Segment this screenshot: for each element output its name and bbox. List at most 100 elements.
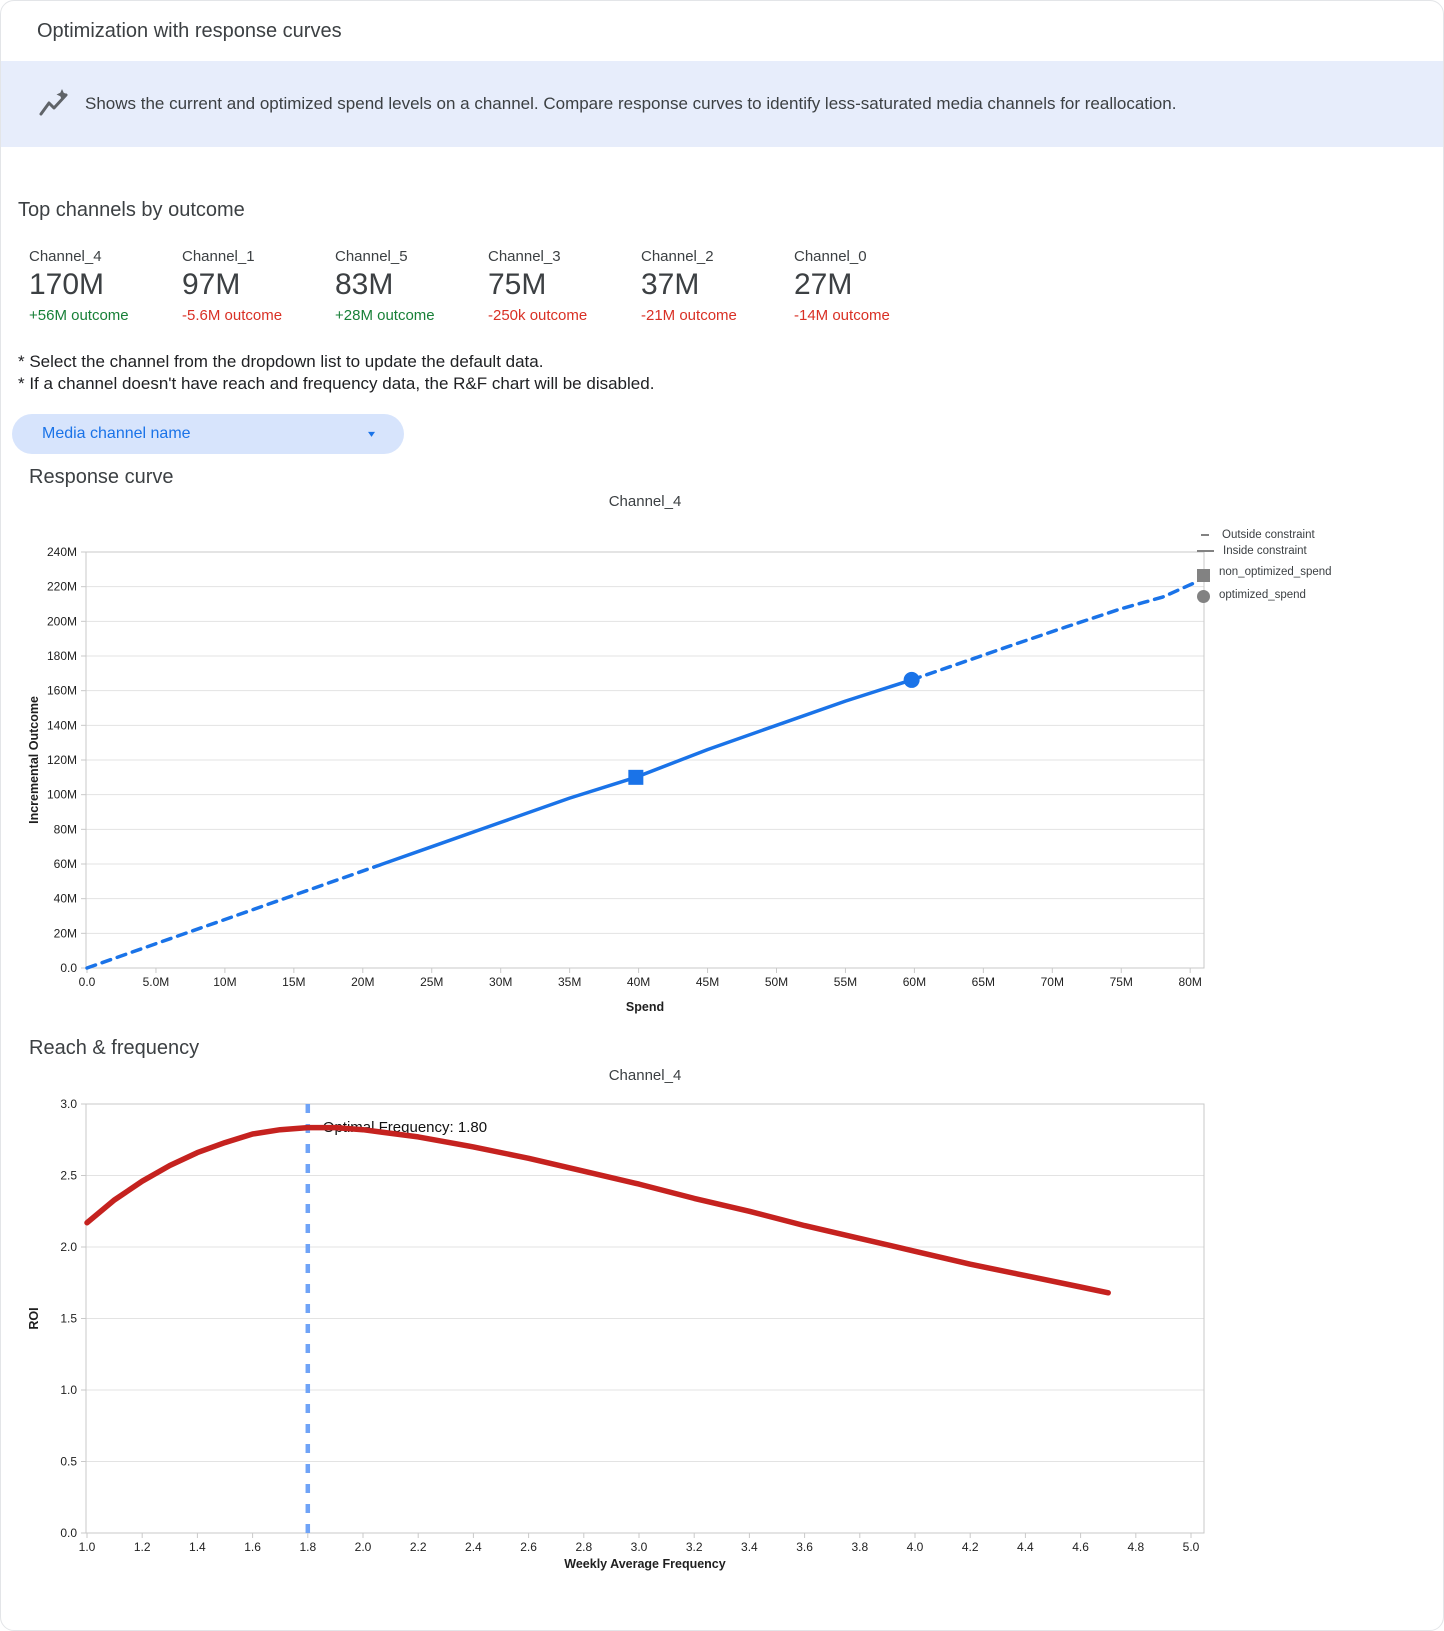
channel-value: 97M	[182, 268, 241, 301]
svg-text:60M: 60M	[903, 975, 926, 989]
svg-text:60M: 60M	[54, 857, 77, 871]
legend-label: Inside constraint	[1223, 545, 1307, 557]
svg-text:1.0: 1.0	[79, 1540, 96, 1554]
svg-text:4.2: 4.2	[962, 1540, 979, 1554]
svg-text:4.4: 4.4	[1017, 1540, 1034, 1554]
legend-item: optimized_spend	[1197, 586, 1427, 603]
svg-text:2.4: 2.4	[465, 1540, 482, 1554]
svg-text:35M: 35M	[558, 975, 581, 989]
svg-text:0.0: 0.0	[79, 975, 96, 989]
svg-text:15M: 15M	[282, 975, 305, 989]
svg-text:2.2: 2.2	[410, 1540, 427, 1554]
svg-text:120M: 120M	[47, 753, 77, 767]
svg-text:70M: 70M	[1041, 975, 1064, 989]
channel-outcome: -5.6M outcome	[182, 307, 283, 324]
svg-text:20M: 20M	[54, 926, 77, 940]
svg-text:1.0: 1.0	[60, 1383, 77, 1397]
svg-text:1.2: 1.2	[134, 1540, 151, 1554]
svg-text:5.0M: 5.0M	[143, 975, 170, 989]
svg-text:4.8: 4.8	[1127, 1540, 1144, 1554]
legend-item: Inside constraint	[1197, 545, 1427, 557]
chart-legend: Outside constraint Inside constraint non…	[1197, 529, 1427, 607]
svg-text:220M: 220M	[47, 580, 77, 594]
channel-card: Channel_5 83M +28M outcome	[335, 248, 488, 324]
svg-text:3.0: 3.0	[631, 1540, 648, 1554]
svg-text:40M: 40M	[627, 975, 650, 989]
channel-card: Channel_0 27M -14M outcome	[794, 248, 947, 324]
reach-frequency-chart: 0.0 0.5 1.0 1.5 2.0 2.5 3.0 1.0 1.2 1.4 1.6 1.8 2.0 2…	[27, 1067, 1205, 1571]
channel-value: 170M	[29, 268, 105, 301]
channel-name: Channel_3	[488, 248, 561, 265]
svg-text:10M: 10M	[213, 975, 236, 989]
channel-name: Channel_5	[335, 248, 408, 265]
titlebar: Optimization with response curves	[1, 1, 1443, 61]
svg-text:3.2: 3.2	[686, 1540, 703, 1554]
svg-text:0.0: 0.0	[60, 1526, 77, 1540]
legend-item: Outside constraint	[1197, 529, 1427, 541]
dropdown-label: Media channel name	[42, 425, 191, 442]
top-channels-heading: Top channels by outcome	[18, 199, 245, 221]
dashed-line-icon	[1201, 534, 1209, 536]
svg-text:2.6: 2.6	[520, 1540, 537, 1554]
svg-text:20M: 20M	[351, 975, 374, 989]
svg-text:100M: 100M	[47, 788, 77, 802]
svg-text:ROI: ROI	[27, 1307, 41, 1329]
svg-text:40M: 40M	[54, 892, 77, 906]
svg-text:3.8: 3.8	[851, 1540, 868, 1554]
svg-text:200M: 200M	[47, 614, 77, 628]
channel-card: Channel_3 75M -250k outcome	[488, 248, 641, 324]
svg-text:Channel_4: Channel_4	[609, 1067, 682, 1084]
svg-text:Weekly Average Frequency: Weekly Average Frequency	[564, 1557, 725, 1571]
footnote-2: * If a channel doesn't have reach and fr…	[18, 374, 655, 393]
svg-text:3.0: 3.0	[60, 1097, 77, 1111]
svg-text:25M: 25M	[420, 975, 443, 989]
svg-text:2.5: 2.5	[60, 1169, 77, 1183]
svg-text:4.0: 4.0	[907, 1540, 924, 1554]
reach-frequency-heading: Reach & frequency	[29, 1037, 200, 1059]
channel-outcome: -14M outcome	[794, 307, 890, 324]
banner-text: Shows the current and optimized spend le…	[85, 94, 1177, 113]
channel-outcome: +56M outcome	[29, 307, 129, 324]
footnotes: * Select the channel from the dropdown l…	[18, 351, 1443, 395]
channel-outcome: -250k outcome	[488, 307, 588, 324]
solid-line-icon	[1197, 550, 1214, 552]
channel-value: 27M	[794, 268, 853, 301]
svg-text:0.5: 0.5	[60, 1455, 77, 1469]
channel-card: Channel_1 97M -5.6M outcome	[182, 248, 335, 324]
circle-marker-icon	[1197, 590, 1210, 603]
footnote-1: * Select the channel from the dropdown l…	[18, 352, 544, 371]
channel-name: Channel_2	[641, 248, 714, 265]
svg-text:80M: 80M	[54, 822, 77, 836]
svg-text:180M: 180M	[47, 649, 77, 663]
svg-text:1.8: 1.8	[299, 1540, 316, 1554]
svg-text:Spend: Spend	[626, 1000, 664, 1014]
svg-text:3.4: 3.4	[741, 1540, 758, 1554]
svg-text:50M: 50M	[765, 975, 788, 989]
channel-value: 37M	[641, 268, 700, 301]
svg-text:1.4: 1.4	[189, 1540, 206, 1554]
svg-text:65M: 65M	[972, 975, 995, 989]
page-title: Optimization with response curves	[37, 19, 342, 42]
legend-label: optimized_spend	[1219, 588, 1306, 601]
response-curve-chart: 0.0 20M 40M 60M 80M 100M 120M 140M 160M 180M 200M 2…	[27, 493, 1205, 1014]
svg-text:30M: 30M	[489, 975, 512, 989]
svg-text:2.8: 2.8	[575, 1540, 592, 1554]
media-channel-dropdown[interactable]: Media channel name ▾	[12, 414, 404, 454]
insights-icon	[39, 89, 68, 116]
svg-text:1.6: 1.6	[244, 1540, 261, 1554]
svg-text:160M: 160M	[47, 684, 77, 698]
svg-text:5.0: 5.0	[1183, 1540, 1200, 1554]
channel-outcome: +28M outcome	[335, 307, 435, 324]
square-marker-icon	[1197, 569, 1210, 582]
svg-text:45M: 45M	[696, 975, 719, 989]
svg-text:240M: 240M	[47, 545, 77, 559]
channel-cards: Channel_4 170M +56M outcome Channel_1 97…	[29, 248, 1443, 324]
svg-text:2.0: 2.0	[355, 1540, 372, 1554]
channel-name: Channel_0	[794, 248, 867, 265]
svg-text:1.5: 1.5	[60, 1312, 77, 1326]
svg-text:75M: 75M	[1110, 975, 1133, 989]
channel-name: Channel_1	[182, 248, 255, 265]
response-curve-heading: Response curve	[29, 466, 174, 488]
svg-text:Channel_4: Channel_4	[609, 493, 682, 510]
